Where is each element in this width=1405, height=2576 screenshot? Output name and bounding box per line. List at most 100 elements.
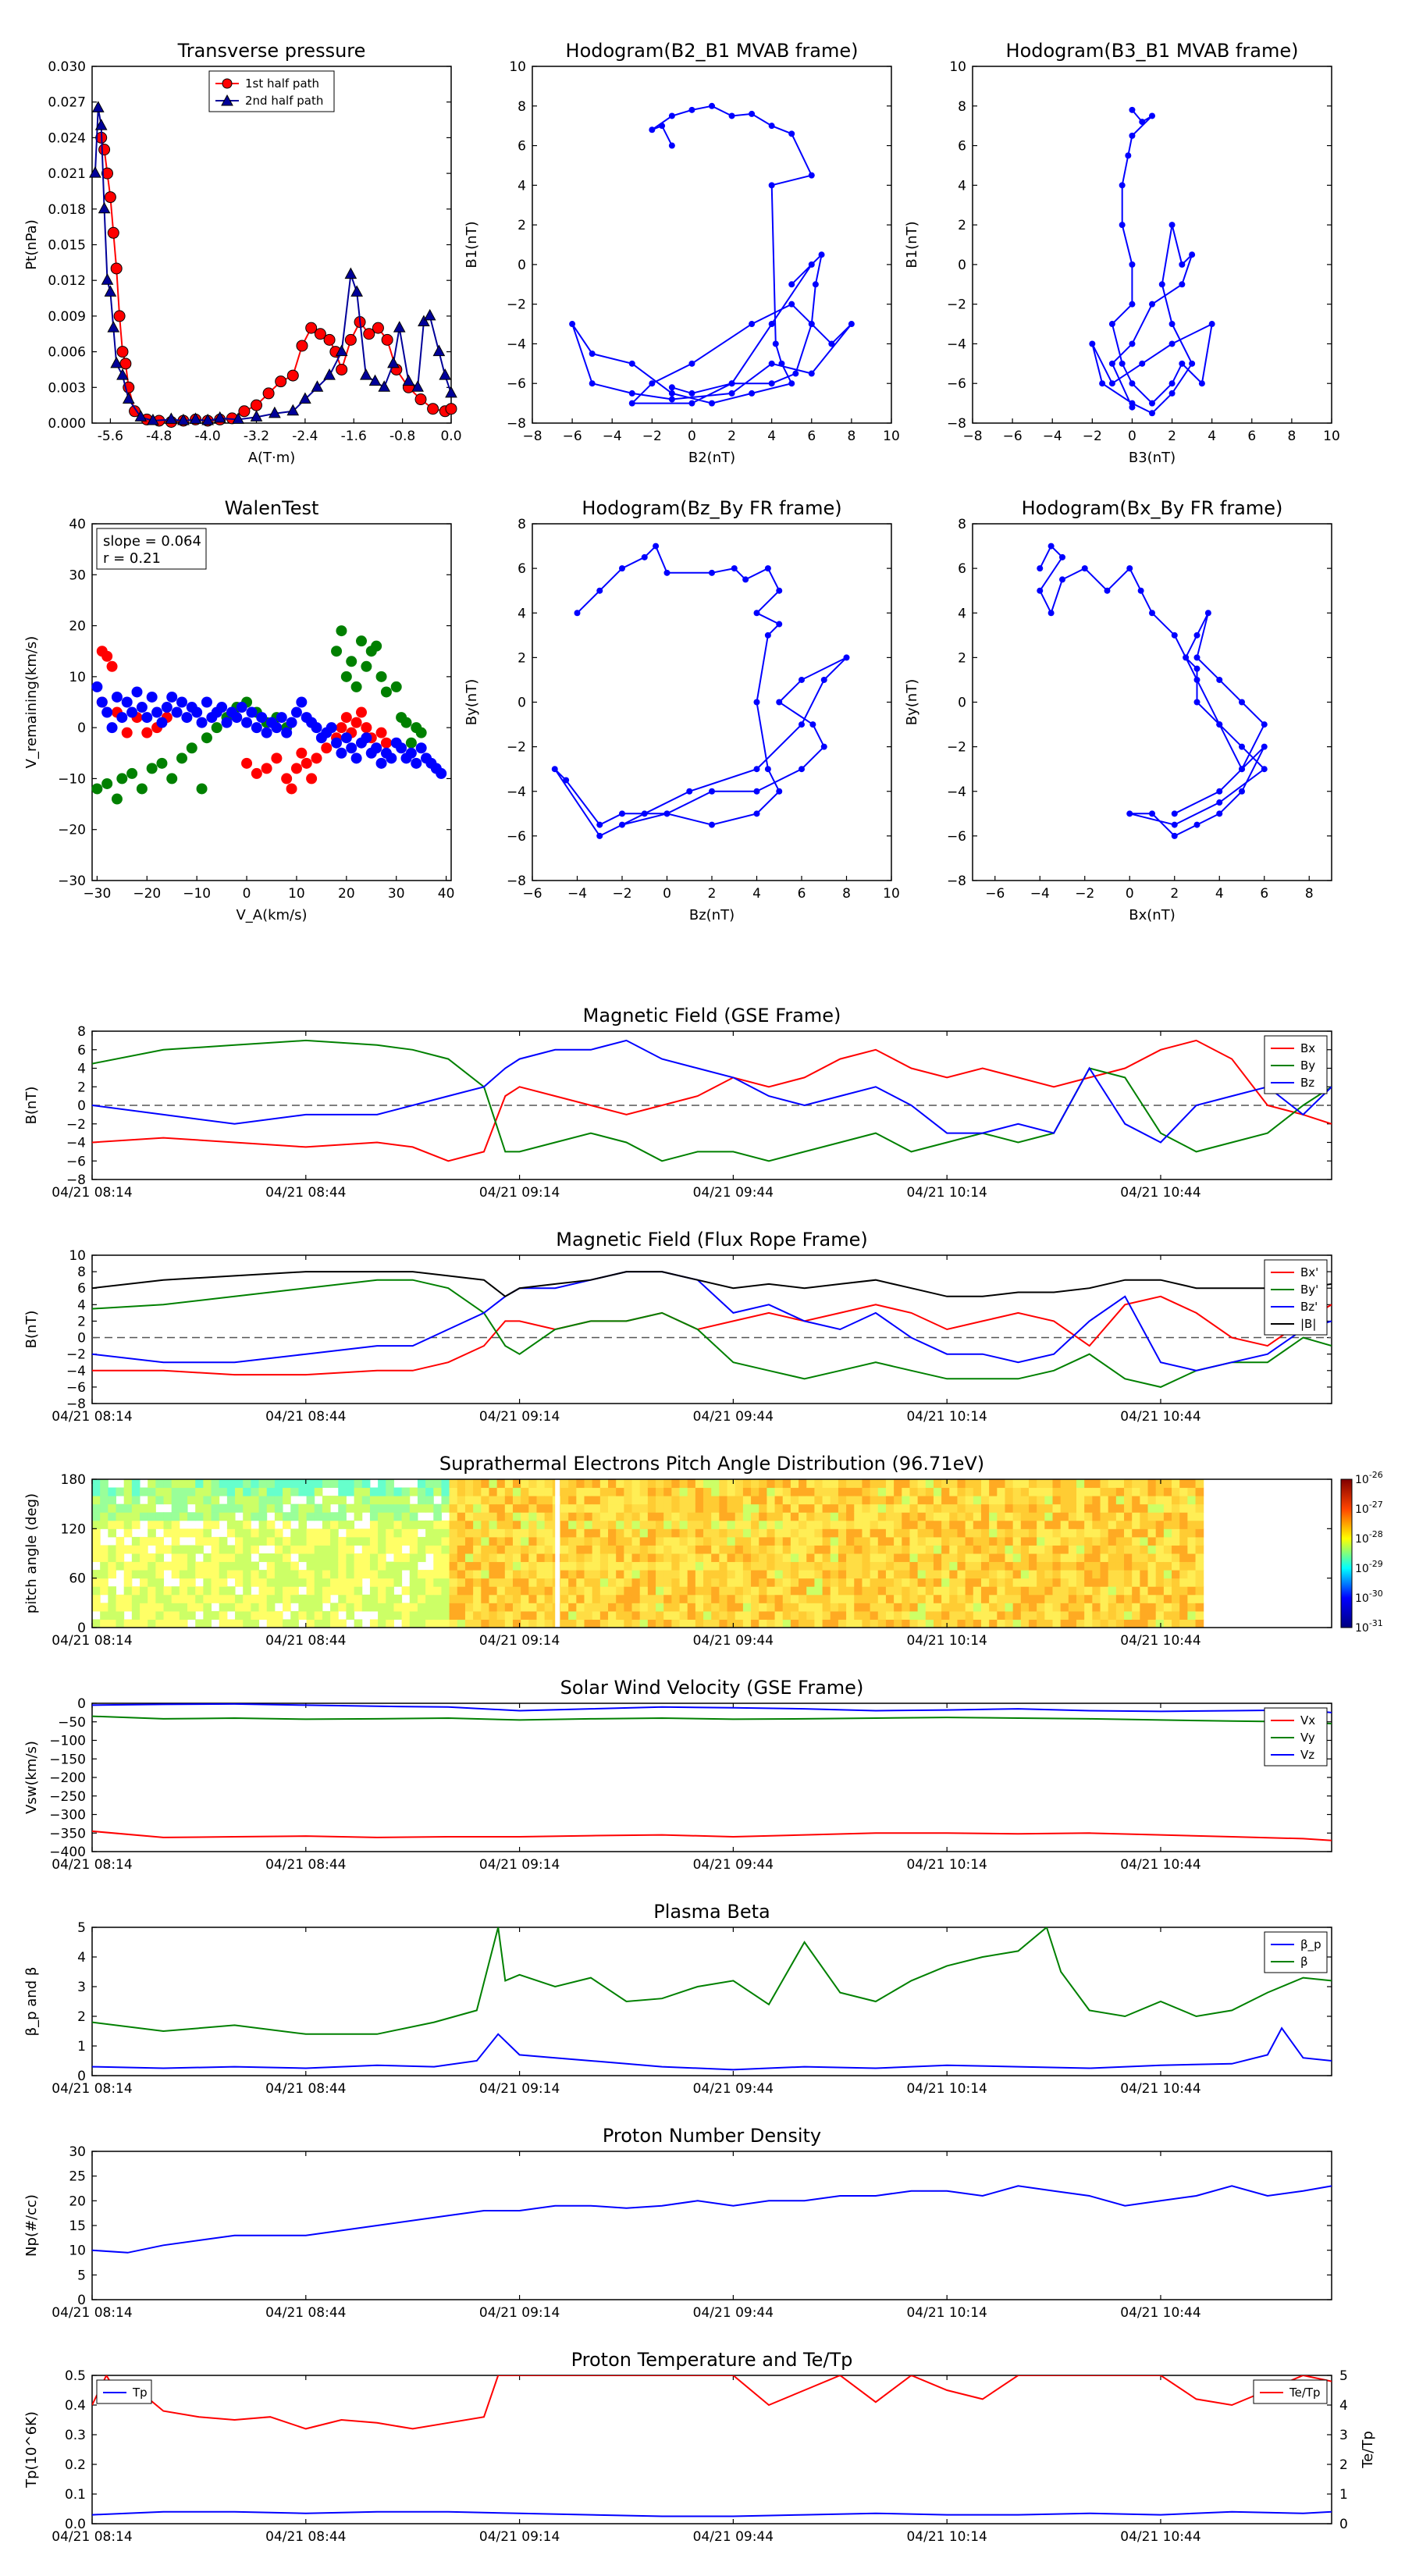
heatmap-cell xyxy=(989,1586,998,1596)
data-point xyxy=(1193,632,1200,639)
heatmap-cell xyxy=(536,1619,546,1628)
heatmap-cell xyxy=(512,1536,521,1546)
heatmap-cell xyxy=(957,1594,966,1603)
heatmap-cell xyxy=(735,1545,744,1554)
heatmap-cell xyxy=(592,1536,601,1546)
heatmap-cell xyxy=(624,1487,633,1496)
heatmap-cell xyxy=(877,1586,887,1596)
heatmap-cell xyxy=(838,1536,847,1546)
heatmap-cell xyxy=(1132,1578,1140,1587)
heatmap-cell xyxy=(1060,1479,1069,1489)
heatmap-cell xyxy=(814,1520,823,1529)
heatmap-cell xyxy=(862,1594,871,1603)
heatmap-cell xyxy=(742,1528,752,1538)
heatmap-cell xyxy=(1060,1503,1069,1513)
x-tick-label: 40 xyxy=(438,886,455,902)
heatmap-cell xyxy=(243,1610,251,1620)
data-point xyxy=(151,706,163,718)
heatmap-cell xyxy=(409,1570,418,1579)
heatmap-cell xyxy=(512,1487,521,1496)
legend-label: β_p xyxy=(1300,1937,1321,1952)
heatmap-cell xyxy=(243,1594,251,1603)
heatmap-cell xyxy=(283,1561,291,1571)
data-point xyxy=(788,380,795,387)
heatmap-cell xyxy=(386,1487,394,1496)
heatmap-cell xyxy=(496,1487,506,1496)
heatmap-cell xyxy=(322,1503,331,1513)
heatmap-cell xyxy=(266,1487,276,1496)
heatmap-cell xyxy=(187,1553,196,1563)
heatmap-cell xyxy=(1052,1487,1062,1496)
heatmap-cell xyxy=(894,1528,902,1538)
heatmap-cell xyxy=(584,1594,593,1603)
data-point xyxy=(1216,721,1223,728)
heatmap-cell xyxy=(560,1536,569,1546)
heatmap-cell xyxy=(894,1603,902,1612)
heatmap-cell xyxy=(1115,1553,1125,1563)
heatmap-cell xyxy=(378,1603,386,1612)
heatmap-cell xyxy=(917,1610,927,1620)
heatmap-cell xyxy=(711,1512,720,1521)
x-tick-label: 2 xyxy=(1170,886,1179,902)
heatmap-cell xyxy=(941,1503,950,1513)
heatmap-cell xyxy=(108,1603,117,1612)
heatmap-cell xyxy=(108,1586,117,1596)
y-tick-label: 20 xyxy=(69,619,86,635)
heatmap-cell xyxy=(909,1545,919,1554)
heatmap-cell xyxy=(195,1570,204,1579)
heatmap-cell xyxy=(774,1553,784,1563)
heatmap-cell xyxy=(703,1520,712,1529)
heatmap-cell xyxy=(171,1536,180,1546)
heatmap-cell xyxy=(544,1503,553,1513)
data-point xyxy=(241,757,253,769)
heatmap-cell xyxy=(560,1610,569,1620)
heatmap-cell xyxy=(957,1536,966,1546)
data-point xyxy=(1216,810,1223,817)
heatmap-cell xyxy=(330,1496,339,1505)
heatmap-cell xyxy=(909,1528,919,1538)
y-tick-label: 8 xyxy=(77,1265,86,1280)
heatmap-cell xyxy=(306,1487,315,1496)
heatmap-cell xyxy=(123,1503,133,1513)
heatmap-cell xyxy=(393,1570,403,1579)
heatmap-cell xyxy=(631,1553,641,1563)
heatmap-cell xyxy=(417,1520,426,1529)
heatmap-cell xyxy=(481,1594,489,1603)
heatmap-cell xyxy=(1044,1570,1054,1579)
heatmap-cell xyxy=(489,1553,498,1563)
heatmap-cell xyxy=(496,1479,506,1489)
heatmap-cell xyxy=(1044,1496,1054,1505)
heatmap-cell xyxy=(1124,1610,1133,1620)
heatmap-cell xyxy=(1140,1586,1149,1596)
data-point xyxy=(753,699,760,706)
y-tick-label: 30 xyxy=(69,568,86,583)
heatmap-cell xyxy=(862,1553,871,1563)
heatmap-cell xyxy=(592,1503,601,1513)
heatmap-cell xyxy=(1044,1561,1054,1571)
x-tick-label: 0.0 xyxy=(440,429,461,444)
data-point xyxy=(363,328,375,340)
data-point xyxy=(551,766,558,773)
heatmap-cell xyxy=(973,1570,982,1579)
data-point xyxy=(296,696,308,708)
heatmap-cell xyxy=(1005,1545,1014,1554)
heatmap-cell xyxy=(949,1586,958,1596)
heatmap-cell xyxy=(576,1619,585,1628)
heatmap-cell xyxy=(464,1496,474,1505)
y-tick-label: −8 xyxy=(947,873,966,889)
heatmap-cell xyxy=(989,1496,998,1505)
heatmap-cell xyxy=(909,1496,919,1505)
heatmap-cell xyxy=(306,1512,315,1521)
heatmap-cell xyxy=(1037,1545,1045,1554)
heatmap-cell xyxy=(274,1528,283,1538)
heatmap-cell xyxy=(378,1487,386,1496)
heatmap-cell xyxy=(433,1528,442,1538)
x-tick-label: 8 xyxy=(847,429,855,444)
legend-box xyxy=(1264,1931,1328,1973)
heatmap-cell xyxy=(346,1503,355,1513)
data-point xyxy=(275,375,287,388)
heatmap-cell xyxy=(1155,1545,1165,1554)
heatmap-cell xyxy=(877,1528,887,1538)
heatmap-cell xyxy=(695,1619,704,1628)
heatmap-cell xyxy=(1108,1578,1117,1587)
